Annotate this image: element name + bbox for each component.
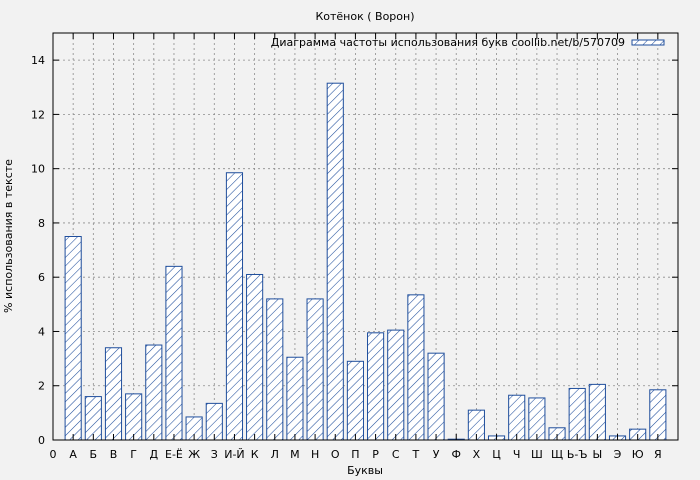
bar-М [286,356,304,441]
y-tick-label: 8 [38,217,45,230]
y-tick-label: 0 [38,434,45,447]
x-tick-label: Т [412,448,420,461]
bar-Ш [528,397,546,441]
x-tick-label: Д [150,448,159,461]
x-tick-label: Я [654,448,662,461]
bar-Ч [508,394,526,441]
bar-В [104,347,123,441]
y-axis-label: % использования в тексте [2,159,15,313]
x-tick-label: Ф [451,448,460,461]
x-tick-label: Ь-Ъ [567,448,588,461]
chart-title: Котёнок ( Ворон) [315,10,414,23]
bar-А [64,236,82,441]
x-tick-label: Э [614,448,622,461]
y-tick-label: 2 [38,380,45,393]
x-tick-label: К [251,448,259,461]
bar-Д [145,344,163,441]
x-tick-label: О [331,448,340,461]
x-tick-label: Н [311,448,319,461]
x-tick-label: Х [473,448,481,461]
bar-Ы [588,383,606,441]
x-tick-label: А [69,448,77,461]
bar-Н [306,298,324,441]
x-tick-label: 0 [50,448,57,461]
x-tick-label: Ш [531,448,543,461]
x-tick-label: Б [90,448,98,461]
grid [53,33,678,440]
bar-Е-Ё [165,265,183,441]
x-tick-label: З [211,448,218,461]
x-axis-label: Буквы [347,464,383,477]
bar-Р [367,332,385,441]
bar-К [246,273,264,441]
x-tick-label: Ы [592,448,602,461]
bar-Ь-Ъ [568,387,586,441]
x-tick-label: Л [271,448,279,461]
x-tick-label: Ю [632,448,644,461]
x-axis: 0 А Б В Г Д Е-Ё Ж З И-Й К Л М Н О П Р С Т У Ф Х Ц Ч Ш Щ Ь-Ъ Ы Э Ю Я [50,33,662,461]
bar-Л [266,298,284,441]
y-tick-label: 4 [38,325,45,338]
bar-Б [84,396,102,441]
x-tick-label: М [290,448,300,461]
bar-П [346,360,364,441]
x-tick-label: С [392,448,400,461]
bar-Г [125,393,143,441]
x-tick-label: Ц [492,448,501,461]
x-tick-label: В [110,448,118,461]
plot-frame [52,32,679,441]
bar-Т [407,294,425,441]
y-tick-label: 6 [38,271,45,284]
y-tick-label: 14 [31,54,45,67]
legend: Диаграмма частоты использования букв coo… [271,36,665,49]
x-tick-label: Ж [188,448,200,461]
y-axis: 0 2 4 6 8 10 12 14 [31,54,678,447]
y-tick-label: 10 [31,163,45,176]
bar-О [326,82,344,441]
x-tick-label: Е-Ё [165,448,183,461]
y-tick-label: 12 [31,108,45,121]
x-tick-label: Ч [513,448,521,461]
x-tick-label: Г [130,448,137,461]
bars-group [64,82,667,441]
bar-С [387,329,405,441]
bar-У [427,352,445,441]
bar-И-Й [225,172,244,441]
bar-Я [649,389,667,441]
legend-label: Диаграмма частоты использования букв coo… [271,36,625,49]
x-tick-label: И-Й [224,448,244,461]
x-tick-label: Щ [551,448,563,461]
legend-swatch [631,39,665,46]
x-tick-label: П [351,448,359,461]
x-tick-label: Р [372,448,379,461]
x-tick-label: У [433,448,440,461]
